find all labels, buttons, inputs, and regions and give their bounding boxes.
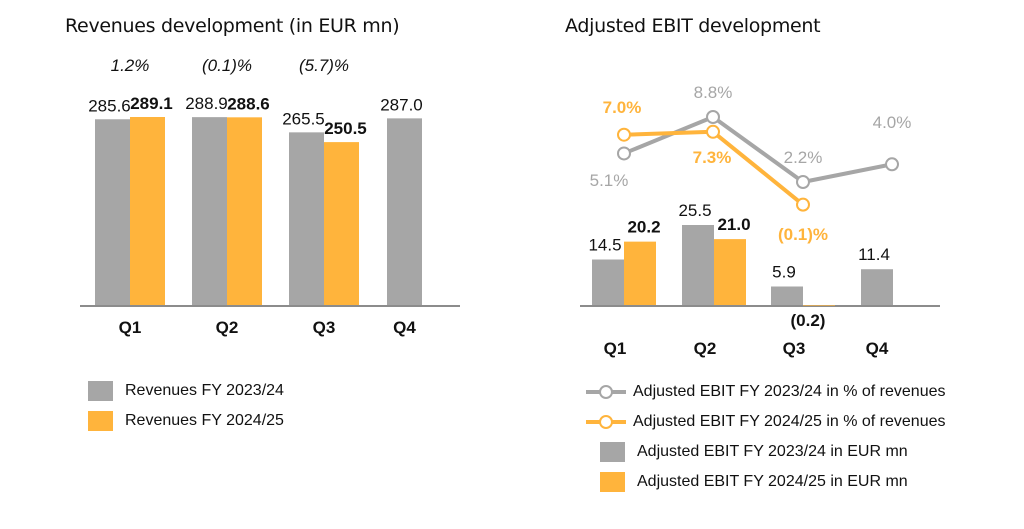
revenues-value-label: 265.5 [282,109,325,128]
revenues-bar-q3-curr [324,142,359,305]
ebit-x-tick-label: Q4 [866,339,889,358]
ebit-pct-marker-q2-curr [706,124,720,139]
ebit-legend: Adjusted EBIT FY 2023/24 in % of revenue… [585,377,946,497]
legend-swatch-curr [600,472,625,492]
revenues-bar-q1-prev [95,119,130,305]
revenues-x-tick-label: Q1 [119,318,142,337]
revenues-bar-q2-curr [227,117,262,305]
legend-swatch-prev [88,381,113,401]
revenues-x-tick-label: Q2 [216,318,239,337]
revenues-bar-q1-curr [130,117,165,305]
revenues-growth-label: 1.2% [111,56,150,75]
revenues-legend: Revenues FY 2023/24 Revenues FY 2024/25 [88,376,284,436]
legend-label: Adjusted EBIT FY 2023/24 in EUR mn [637,443,908,460]
legend-label: Revenues FY 2023/24 [125,382,284,399]
revenues-chart-title: Revenues development (in EUR mn) [65,15,400,37]
ebit-bar-q1-curr [624,241,656,305]
legend-item-revenues-curr: Revenues FY 2024/25 [88,406,284,436]
ebit-pct-label: 7.0% [603,98,642,117]
ebit-pct-marker-q1-prev [617,146,631,161]
revenues-bar-q4-prev [387,118,422,305]
ebit-pct-label: 5.1% [590,171,629,190]
ebit-x-tick-label: Q3 [783,339,806,358]
legend-item-ebit-pct-curr: Adjusted EBIT FY 2024/25 in % of revenue… [585,407,946,437]
revenues-value-label: 287.0 [380,95,423,114]
revenues-x-tick-label: Q4 [393,318,416,337]
ebit-chart-title: Adjusted EBIT development [565,15,821,37]
legend-label: Adjusted EBIT FY 2024/25 in % of revenue… [633,413,946,430]
ebit-pct-marker-q3-prev [796,175,810,189]
ebit-value-label: 11.4 [858,245,890,264]
ebit-bar-q2-curr [714,239,746,305]
revenues-value-label: 285.6 [88,96,131,115]
legend-line-marker-curr [586,415,626,429]
revenues-growth-label: (5.7)% [299,56,349,75]
revenues-value-label: 289.1 [130,94,173,113]
revenues-value-label: 288.9 [185,94,228,113]
ebit-pct-marker-q2-prev [706,110,720,124]
legend-item-ebit-eur-curr: Adjusted EBIT FY 2024/25 in EUR mn [585,467,946,497]
ebit-value-label: 5.9 [772,262,796,281]
ebit-pct-line-prev [623,115,893,184]
ebit-bar-q3-curr [803,305,835,306]
legend-line-marker-prev [586,385,626,399]
ebit-pct-label: 8.8% [694,83,733,102]
ebit-value-label: 25.5 [678,201,711,220]
ebit-pct-label: 2.2% [784,148,823,167]
ebit-value-label: 20.2 [627,218,660,237]
ebit-pct-marker-q1-curr [617,127,631,142]
ebit-pct-marker-q4-prev [885,157,899,172]
ebit-value-label: 14.5 [588,236,621,255]
ebit-pct-label: 4.0% [873,113,912,132]
ebit-bar-q4-prev [861,269,893,305]
revenues-bar-q3-prev [289,132,324,305]
ebit-pct-label: 7.3% [693,148,732,167]
revenues-x-tick-label: Q3 [313,318,336,337]
ebit-pct-marker-q3-curr [796,197,810,212]
legend-swatch-curr [88,411,113,431]
legend-swatch-prev [600,442,625,462]
revenues-value-label: 250.5 [324,119,367,138]
legend-item-ebit-pct-prev: Adjusted EBIT FY 2023/24 in % of revenue… [585,377,946,407]
ebit-x-tick-label: Q2 [694,339,717,358]
ebit-bar-q3-prev [771,286,803,305]
revenues-value-label: 288.6 [227,94,270,113]
ebit-value-label: 21.0 [717,215,750,234]
ebit-bar-q2-prev [682,225,714,305]
legend-label: Adjusted EBIT FY 2023/24 in % of revenue… [633,383,946,400]
legend-label: Revenues FY 2024/25 [125,412,284,429]
legend-item-ebit-eur-prev: Adjusted EBIT FY 2023/24 in EUR mn [585,437,946,467]
ebit-value-label: (0.2) [791,311,826,330]
legend-item-revenues-prev: Revenues FY 2023/24 [88,376,284,406]
ebit-x-tick-label: Q1 [604,339,627,358]
ebit-bar-q1-prev [592,259,624,305]
revenues-growth-label: (0.1)% [202,56,252,75]
revenues-bar-q2-prev [192,117,227,305]
legend-label: Adjusted EBIT FY 2024/25 in EUR mn [637,473,908,490]
ebit-pct-label: (0.1)% [778,225,828,244]
